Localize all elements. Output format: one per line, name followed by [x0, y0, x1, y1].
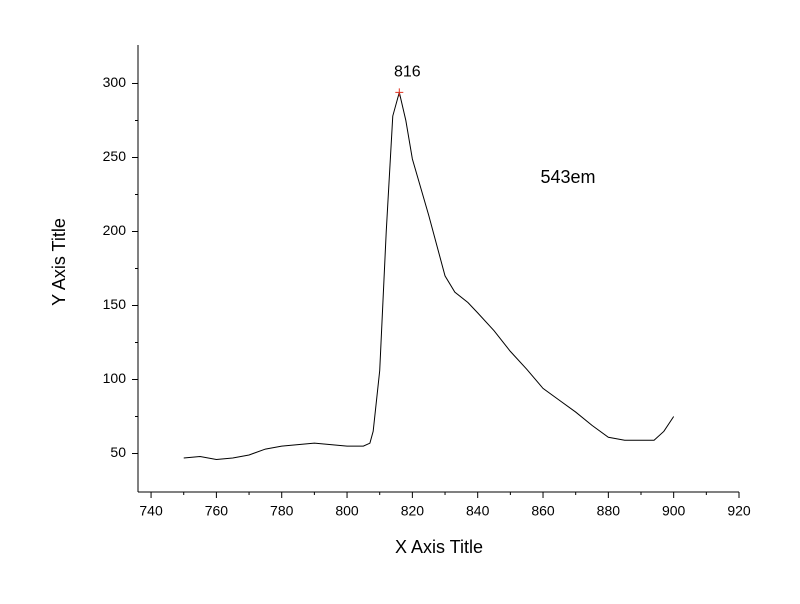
- y-tick-label: 100: [103, 370, 127, 386]
- y-tick-label: 200: [103, 222, 127, 238]
- y-axis-title: Y Axis Title: [49, 218, 69, 306]
- y-tick-label: 250: [103, 148, 127, 164]
- peak-label: 816: [394, 64, 421, 81]
- x-tick-label: 740: [139, 503, 163, 519]
- peak-marker: [395, 88, 404, 97]
- y-tick-label: 300: [103, 74, 127, 90]
- x-tick-label: 860: [531, 503, 555, 519]
- x-axis-title: X Axis Title: [395, 537, 483, 557]
- y-tick-label: 50: [110, 444, 126, 460]
- x-tick-label: 840: [466, 503, 490, 519]
- x-tick-label: 880: [597, 503, 621, 519]
- x-tick-label: 900: [662, 503, 686, 519]
- x-tick-label: 920: [727, 503, 751, 519]
- x-tick-label: 820: [401, 503, 425, 519]
- y-tick-label: 150: [103, 296, 127, 312]
- line-series: [183, 92, 675, 460]
- x-tick-label: 780: [270, 503, 294, 519]
- annotation: 543em: [540, 167, 595, 187]
- x-tick-label: 800: [335, 503, 359, 519]
- x-tick-label: 760: [205, 503, 229, 519]
